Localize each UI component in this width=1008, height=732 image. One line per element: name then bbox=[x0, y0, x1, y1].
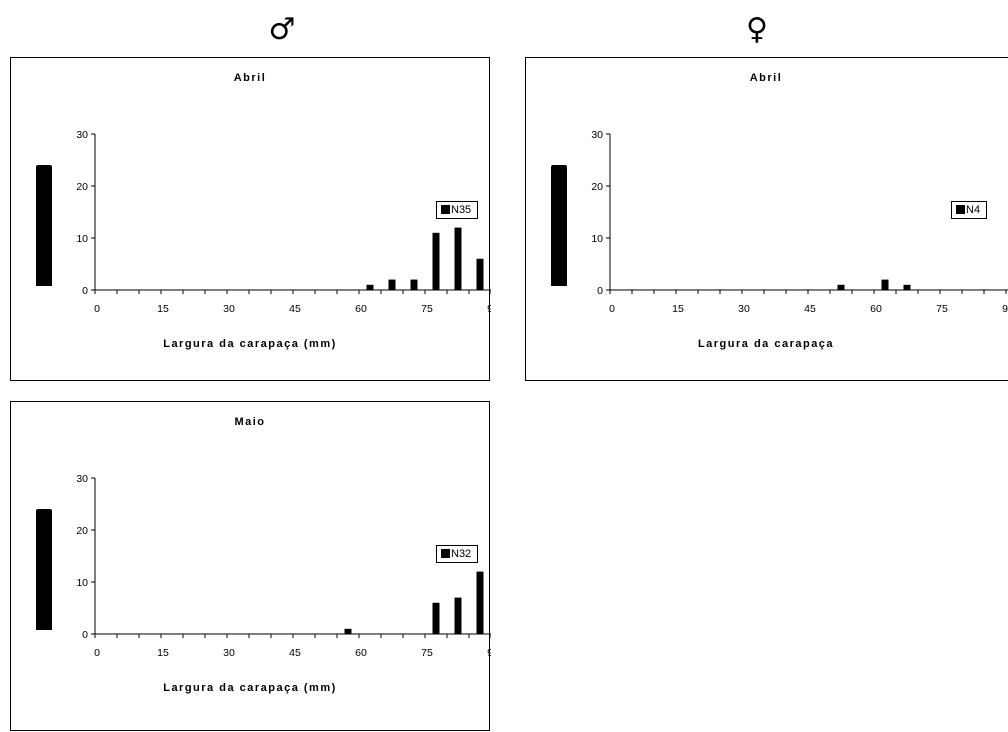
y-tick-label: 0 bbox=[82, 285, 88, 297]
bar bbox=[454, 597, 462, 634]
bar bbox=[837, 284, 845, 290]
y-tick-label: 10 bbox=[591, 233, 603, 245]
chart-male-maio: Maio 01020300153045607590105120 Largura … bbox=[10, 401, 491, 731]
y-tick-label: 20 bbox=[76, 525, 88, 537]
x-tick-label: 60 bbox=[870, 303, 882, 315]
y-tick-label: 30 bbox=[76, 129, 88, 141]
bar bbox=[410, 279, 418, 290]
chart-plot-area: 01020300153045607590105120 bbox=[76, 129, 491, 315]
chart-title: Abril bbox=[749, 72, 783, 84]
bar bbox=[432, 602, 440, 634]
x-tick-label: 60 bbox=[355, 303, 367, 315]
legend-label: N32 bbox=[451, 548, 472, 560]
bar bbox=[881, 279, 889, 290]
chart-male-abril: Abril 01020300153045607590105120 Largura… bbox=[10, 57, 491, 381]
bar bbox=[432, 232, 440, 290]
legend: N4 bbox=[951, 201, 988, 219]
y-tick-label: 30 bbox=[76, 473, 88, 485]
chart-plot-area: 01020300153045607590105120 bbox=[591, 129, 1008, 315]
bar bbox=[344, 628, 352, 634]
y-tick-label: 20 bbox=[591, 181, 603, 193]
y-tick-label: 0 bbox=[597, 285, 603, 297]
chart-plot-area: 01020300153045607590105120 bbox=[76, 473, 491, 659]
x-tick-label: 75 bbox=[936, 303, 948, 315]
x-tick-label: 15 bbox=[672, 303, 684, 315]
bar bbox=[388, 279, 396, 290]
chart-title: Maio bbox=[234, 416, 266, 428]
x-tick-label: 0 bbox=[609, 303, 615, 315]
x-tick-label: 60 bbox=[355, 647, 367, 659]
legend-label: N4 bbox=[966, 204, 981, 216]
x-tick-label: 0 bbox=[94, 303, 100, 315]
y-tick-label: 10 bbox=[76, 233, 88, 245]
x-tick-label: 0 bbox=[94, 647, 100, 659]
bar bbox=[454, 227, 462, 290]
bar bbox=[366, 284, 374, 290]
x-tick-label: 45 bbox=[289, 647, 301, 659]
y-tick-label: 10 bbox=[76, 577, 88, 589]
legend: N32 bbox=[436, 545, 479, 563]
bar bbox=[476, 571, 484, 634]
legend-label: N35 bbox=[451, 204, 472, 216]
legend: N35 bbox=[436, 201, 479, 219]
y-axis-marker bbox=[36, 509, 52, 630]
bar bbox=[476, 258, 484, 290]
x-tick-label: 30 bbox=[223, 647, 235, 659]
y-tick-label: 0 bbox=[82, 629, 88, 641]
x-tick-label: 90 bbox=[487, 647, 491, 659]
male-symbol: ♂ bbox=[268, 12, 296, 47]
female-symbol: ♀ bbox=[746, 12, 768, 47]
chart-title: Abril bbox=[233, 72, 267, 84]
x-tick-label: 75 bbox=[421, 303, 433, 315]
y-tick-label: 30 bbox=[591, 129, 603, 141]
y-axis-marker bbox=[36, 165, 52, 286]
y-tick-label: 20 bbox=[76, 181, 88, 193]
x-tick-label: 90 bbox=[487, 303, 491, 315]
chart-female-abril: Abril 01020300153045607590105120 Largura… bbox=[525, 57, 1008, 381]
bar bbox=[903, 284, 911, 290]
x-tick-label: 15 bbox=[157, 303, 169, 315]
x-tick-label: 45 bbox=[289, 303, 301, 315]
x-tick-label: 45 bbox=[804, 303, 816, 315]
x-tick-label: 90 bbox=[1002, 303, 1008, 315]
x-axis-label: Largura da carapaça (mm) bbox=[163, 338, 337, 350]
y-axis-marker bbox=[551, 165, 567, 286]
x-tick-label: 15 bbox=[157, 647, 169, 659]
x-tick-label: 75 bbox=[421, 647, 433, 659]
x-axis-label: Largura da carapaça bbox=[697, 338, 835, 350]
legend-swatch bbox=[956, 205, 965, 214]
x-tick-label: 30 bbox=[738, 303, 750, 315]
x-tick-label: 30 bbox=[223, 303, 235, 315]
x-axis-label: Largura da carapaça (mm) bbox=[163, 682, 337, 694]
legend-swatch bbox=[441, 549, 450, 558]
legend-swatch bbox=[441, 205, 450, 214]
